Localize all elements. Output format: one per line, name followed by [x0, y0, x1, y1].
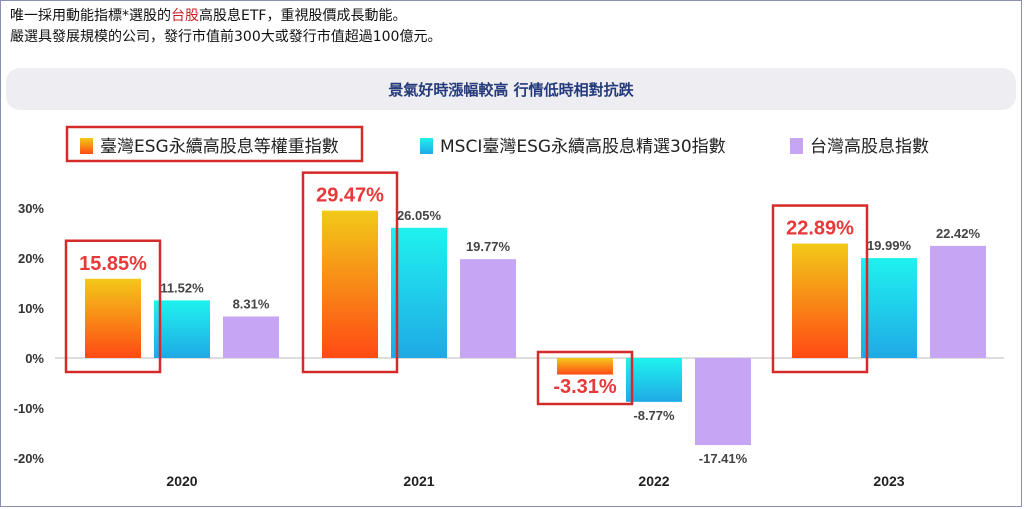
highlight-box	[301, 171, 399, 374]
y-tick-label: -20%	[14, 451, 45, 466]
x-tick-label: 2021	[403, 473, 434, 489]
highlight-box	[536, 350, 634, 406]
intro-text: 唯一採用動能指標*選股的台股高股息ETF，重視股價成長動能。 嚴選具發展規模的公…	[10, 6, 441, 48]
legend-label-1: 臺灣ESG永續高股息等權重指數	[100, 137, 339, 157]
highlight-box	[771, 204, 869, 374]
value-label: 8.31%	[233, 296, 270, 311]
x-tick-label: 2020	[166, 473, 197, 489]
intro-line-1-end: 高股息ETF，重視股價成長動能。	[199, 8, 407, 24]
bar-2020-series-2	[154, 300, 210, 358]
x-tick-label: 2023	[873, 473, 904, 489]
x-axis: 2020 2021 2022 2023	[166, 473, 904, 489]
intro-highlight: 台股	[171, 8, 199, 24]
y-tick-label: 20%	[18, 251, 44, 266]
y-tick-label: -10%	[14, 401, 45, 416]
chart-legend: 臺灣ESG永續高股息等權重指數 MSCI臺灣ESG永續高股息精選30指數 台灣高股息…	[65, 125, 929, 163]
intro-line-2: 嚴選具發展規模的公司，發行市值前300大或發行市值超過100億元。	[10, 29, 442, 45]
bar-2020-series-1	[85, 278, 141, 358]
y-tick-label: 10%	[18, 301, 44, 316]
bar-2022-series-2	[626, 358, 682, 402]
y-tick-label: 30%	[18, 201, 44, 216]
value-label: 22.42%	[936, 226, 981, 241]
value-label: 11.52%	[160, 280, 204, 295]
value-label: 19.99%	[867, 238, 912, 253]
data-labels: 15.85% 11.52% 8.31% 29.47% 26.05% 19.77% -3.31…	[64, 171, 981, 466]
x-tick-label: 2022	[638, 473, 669, 489]
bar-2021-series-2	[391, 227, 447, 358]
bar-2023-series-1	[792, 243, 848, 358]
highlight-value-label: 29.47%	[316, 185, 384, 207]
highlight-box	[64, 239, 162, 374]
bar-2020-series-3	[223, 316, 279, 358]
value-label: 19.77%	[466, 239, 511, 254]
bar-2021-series-1	[322, 210, 378, 358]
highlight-value-label: 22.89%	[786, 218, 854, 240]
bar-2022-series-1	[557, 358, 613, 375]
legend-label-2: MSCI臺灣ESG永續高股息精選30指數	[440, 137, 726, 157]
y-tick-label: 0%	[25, 351, 44, 366]
value-label: -17.41%	[699, 451, 748, 466]
bar-2023-series-3	[930, 245, 986, 358]
bar-2021-series-3	[460, 259, 516, 358]
legend-swatch-3	[790, 138, 803, 154]
legend-swatch-2	[420, 138, 433, 154]
chart-banner: 景氣好時漲幅較高 行情低時相對抗跌	[6, 68, 1016, 110]
bar-group	[85, 210, 986, 446]
highlight-value-label: 15.85%	[79, 253, 147, 275]
bar-2023-series-2	[861, 258, 917, 358]
highlight-value-label: -3.31%	[553, 376, 617, 398]
legend-swatch-1	[80, 138, 93, 154]
value-label: 26.05%	[397, 208, 442, 223]
legend-label-3: 台灣高股息指數	[810, 137, 929, 157]
banner-title: 景氣好時漲幅較高 行情低時相對抗跌	[388, 80, 634, 99]
intro-line-1: 唯一採用動能指標*選股的台股高股息ETF，重視股價成長動能。	[10, 6, 441, 27]
intro-line-1-start: 唯一採用動能指標*選股的	[10, 8, 171, 24]
legend-highlight-box	[65, 125, 364, 163]
bar-2022-series-3	[695, 358, 751, 446]
value-label: -8.77%	[633, 408, 675, 423]
